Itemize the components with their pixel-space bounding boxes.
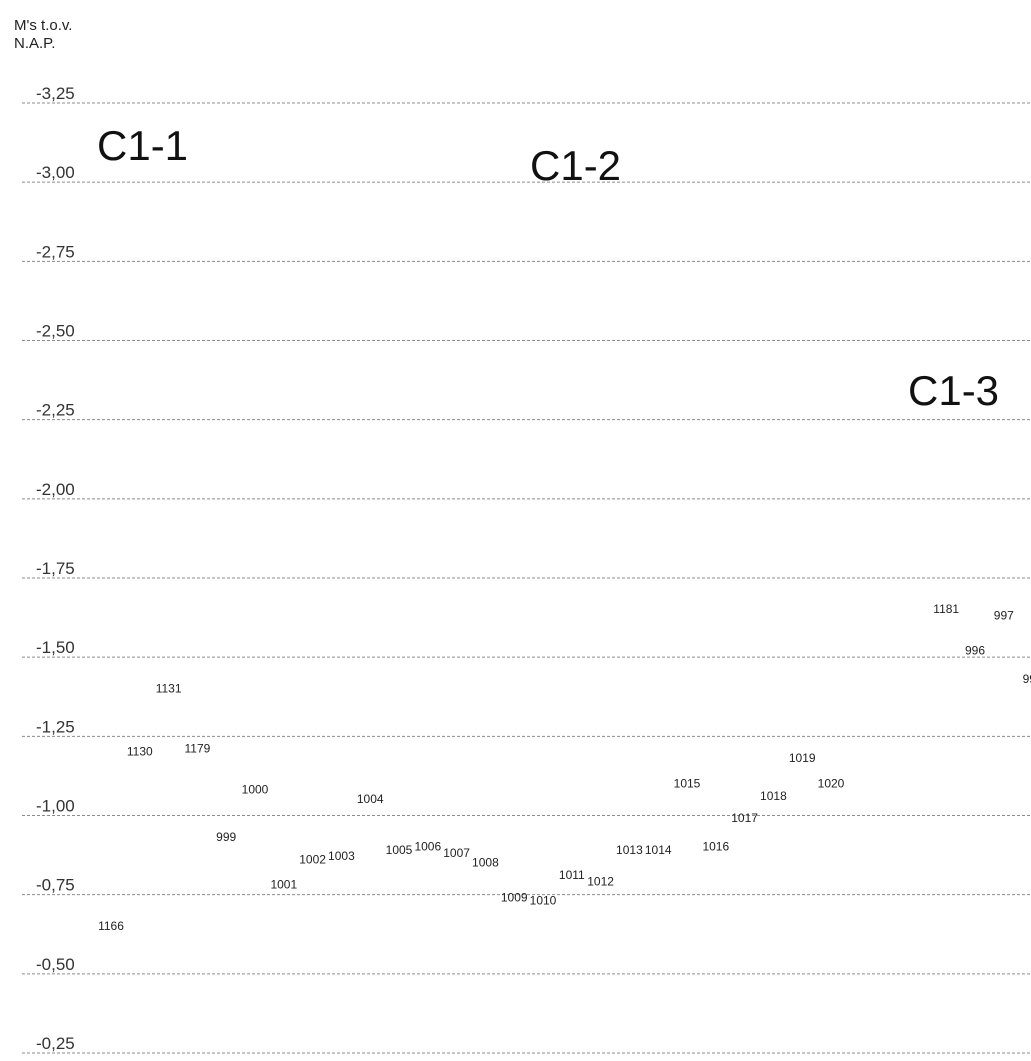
column-label: 1019 — [789, 751, 816, 765]
y-tick-label: -0,50 — [36, 955, 75, 974]
column-label: 1130 — [127, 745, 153, 759]
y-tick-label: -1,50 — [36, 638, 75, 657]
column-label: 1002 — [299, 852, 326, 866]
column-label: 1006 — [414, 840, 441, 854]
group-label: C1-2 — [530, 142, 621, 189]
y-tick-label: -0,25 — [36, 1034, 75, 1053]
y-tick-label: -2,00 — [36, 480, 75, 499]
column-label: 999 — [216, 830, 236, 844]
column-label: 1020 — [818, 776, 845, 790]
y-tick-label: -2,75 — [36, 242, 75, 261]
column-label: 1011 — [559, 868, 585, 882]
y-axis-label-line-2: N.A.P. — [14, 35, 55, 52]
column-label: 1015 — [674, 776, 701, 790]
y-tick-label: -1,25 — [36, 717, 75, 736]
column-label: 998 — [1023, 672, 1031, 686]
column-label: 996 — [965, 643, 985, 657]
column-label: 1014 — [645, 843, 672, 857]
column-label: 1131 — [156, 681, 182, 695]
y-tick-label: -3,25 — [36, 84, 75, 103]
column-label: 1018 — [760, 789, 787, 803]
group-labels: C1-1 C1-2 C1-3 — [97, 122, 999, 414]
gridlines — [22, 102, 1031, 1054]
y-axis: -0,25 -0,50 -0,75 -1,00 -1,25 -1,50 -1,75 -2,00… — [36, 84, 75, 1053]
column-label: 1181 — [933, 602, 959, 616]
y-tick-label: -1,75 — [36, 559, 75, 578]
column-label: 1009 — [501, 890, 528, 904]
column-label: 1012 — [587, 875, 614, 889]
column-label: 1007 — [443, 846, 470, 860]
column-label: 1000 — [242, 783, 269, 797]
group-label: C1-1 — [97, 122, 188, 169]
column-label: 1003 — [328, 849, 355, 863]
y-tick-label: -2,50 — [36, 322, 75, 341]
column-label: 1010 — [530, 894, 557, 908]
y-tick-label: -1,00 — [36, 797, 75, 816]
column-label: 1004 — [357, 792, 384, 806]
y-tick-label: -3,00 — [36, 163, 75, 182]
column-label: 997 — [994, 609, 1014, 623]
group-label: C1-3 — [908, 367, 999, 414]
column-label: 1016 — [702, 840, 729, 854]
column-label: 1008 — [472, 856, 499, 870]
column-label: 1013 — [616, 843, 643, 857]
column-label: 1179 — [184, 742, 210, 756]
column-label: 1001 — [270, 878, 297, 892]
y-tick-label: -2,25 — [36, 401, 75, 420]
column-label: 1017 — [731, 811, 758, 825]
y-tick-label: -0,75 — [36, 876, 75, 895]
y-axis-label-line-1: M's t.o.v. — [14, 17, 72, 34]
column-label: 1005 — [386, 843, 413, 857]
column-label: 1166 — [98, 919, 124, 933]
